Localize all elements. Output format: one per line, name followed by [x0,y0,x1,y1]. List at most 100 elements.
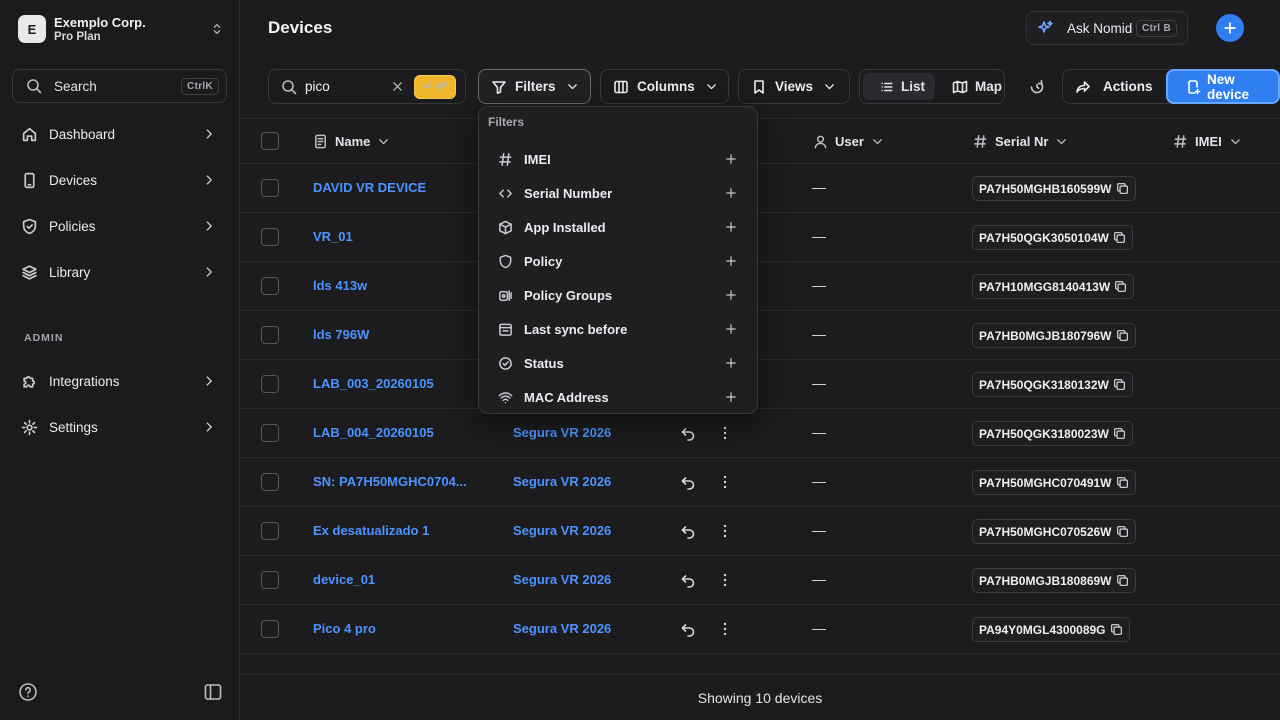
more-vertical-icon[interactable] [717,474,733,490]
table-row[interactable]: LAB_003_20260105 — PA7H50QGK3180132W [240,360,1280,409]
sidebar-item-library[interactable]: Library [12,254,228,290]
row-checkbox[interactable] [261,473,279,491]
close-icon[interactable] [391,80,404,93]
add-button[interactable] [1216,14,1244,42]
sidebar-item-devices[interactable]: Devices [12,162,228,198]
plus-icon[interactable] [725,391,737,403]
policy-link[interactable]: Segura VR 2026 [513,425,612,440]
ask-nomid-button[interactable]: Ask Nomid Ctrl B [1026,11,1188,45]
copy-icon[interactable] [1113,231,1126,244]
plus-icon[interactable] [725,221,737,233]
map-view-button[interactable]: Map [935,73,1012,100]
actions-button[interactable]: Actions [1062,69,1185,104]
device-name-link[interactable]: SN: PA7H50MGHC0704... [313,474,467,489]
device-name-link[interactable]: device_01 [313,572,376,587]
plus-icon[interactable] [725,323,737,335]
table-row[interactable]: SN: PA7H50MGHC0704... Segura VR 2026 — PA7H… [240,458,1280,507]
device-name-link[interactable]: VR_01 [313,229,353,244]
plus-icon[interactable] [725,357,737,369]
copy-icon[interactable] [1110,623,1123,636]
new-device-button[interactable]: New device [1166,69,1280,104]
filter-option-app-installed[interactable]: App Installed [479,210,757,244]
row-checkbox[interactable] [261,620,279,638]
plus-icon[interactable] [725,255,737,267]
filter-option-status[interactable]: Status [479,346,757,380]
filter-option-serial-number[interactable]: Serial Number [479,176,757,210]
policy-link[interactable]: Segura VR 2026 [513,474,612,489]
table-row[interactable]: LAB_004_20260105 Segura VR 2026 — PA7H50QGK… [240,409,1280,458]
copy-icon[interactable] [1116,329,1129,342]
device-name-link[interactable]: lds 413w [313,278,368,293]
serial-value: PA7H10MGG8140413W [979,279,1111,294]
row-checkbox[interactable] [261,179,279,197]
select-all-checkbox[interactable] [261,132,279,150]
undo-icon[interactable] [680,572,696,588]
refresh-button[interactable] [1020,69,1054,104]
row-checkbox[interactable] [261,326,279,344]
table-row[interactable]: lds 413w — PA7H10MGG8140413W [240,262,1280,311]
row-checkbox[interactable] [261,522,279,540]
device-name-link[interactable]: Pico 4 pro [313,621,376,636]
device-name-link[interactable]: LAB_003_20260105 [313,376,434,391]
sidebar-item-integrations[interactable]: Integrations [12,363,228,399]
device-name-link[interactable]: lds 796W [313,327,370,342]
undo-icon[interactable] [680,621,696,637]
list-view-button[interactable]: List [863,73,936,100]
more-vertical-icon[interactable] [717,572,733,588]
table-row[interactable]: DAVID VR DEVICE — PA7H50MGHB160599W [240,164,1280,213]
policy-link[interactable]: Segura VR 2026 [513,572,612,587]
views-button[interactable]: Views [738,69,850,104]
copy-icon[interactable] [1113,427,1126,440]
table-row[interactable]: Ex desatualizado 1 Segura VR 2026 — PA7H50M… [240,507,1280,556]
filter-option-mac-address[interactable]: MAC Address [479,380,757,414]
column-header-imei[interactable]: IMEI [1173,119,1242,164]
copy-icon[interactable] [1116,182,1129,195]
device-name-link[interactable]: DAVID VR DEVICE [313,180,427,195]
undo-icon[interactable] [680,425,696,441]
columns-button[interactable]: Columns [600,69,729,104]
device-name-link[interactable]: Ex desatualizado 1 [313,523,430,538]
policy-link[interactable]: Segura VR 2026 [513,621,612,636]
filter-option-imei[interactable]: IMEI [479,142,757,176]
filters-button[interactable]: Filters [478,69,591,104]
org-switcher[interactable]: E Exemplo Corp. Pro Plan [18,14,224,44]
column-header-serial[interactable]: Serial Nr [973,119,1068,164]
copy-icon[interactable] [1116,525,1129,538]
table-row[interactable]: lds 796W — PA7HB0MGJB180796W [240,311,1280,360]
more-vertical-icon[interactable] [717,523,733,539]
device-name-link[interactable]: LAB_004_20260105 [313,425,434,440]
copy-icon[interactable] [1116,574,1129,587]
sidebar-item-policies[interactable]: Policies [12,208,228,244]
help-icon[interactable] [18,682,38,702]
plus-icon[interactable] [725,289,737,301]
column-header-user[interactable]: User [813,119,884,164]
row-checkbox[interactable] [261,571,279,589]
filter-option-policy[interactable]: Policy [479,244,757,278]
sidebar-item-settings[interactable]: Settings [12,409,228,445]
ai-search-button[interactable] [414,74,456,99]
plus-icon[interactable] [725,153,737,165]
table-row[interactable]: VR_01 — PA7H50QGK3050104W [240,213,1280,262]
more-vertical-icon[interactable] [717,425,733,441]
undo-icon[interactable] [680,523,696,539]
undo-icon[interactable] [680,474,696,490]
row-checkbox[interactable] [261,228,279,246]
copy-icon[interactable] [1113,378,1126,391]
policy-link[interactable]: Segura VR 2026 [513,523,612,538]
more-vertical-icon[interactable] [717,621,733,637]
sidebar-toggle-icon[interactable] [203,682,223,702]
row-checkbox[interactable] [261,375,279,393]
filter-option-policy-groups[interactable]: Policy Groups [479,278,757,312]
sidebar-item-dashboard[interactable]: Dashboard [12,116,228,152]
column-header-name[interactable]: Name [313,119,390,164]
plus-icon[interactable] [725,187,737,199]
sidebar-search[interactable]: Search CtrlK [12,69,227,103]
table-row[interactable]: Pico 4 pro Segura VR 2026 — PA94Y0MGL430008… [240,605,1280,654]
row-checkbox[interactable] [261,424,279,442]
table-row[interactable]: device_01 Segura VR 2026 — PA7HB0MGJB180869… [240,556,1280,605]
copy-icon[interactable] [1114,280,1127,293]
device-search-input[interactable] [305,79,385,94]
copy-icon[interactable] [1116,476,1129,489]
row-checkbox[interactable] [261,277,279,295]
filter-option-last-sync-before[interactable]: Last sync before [479,312,757,346]
